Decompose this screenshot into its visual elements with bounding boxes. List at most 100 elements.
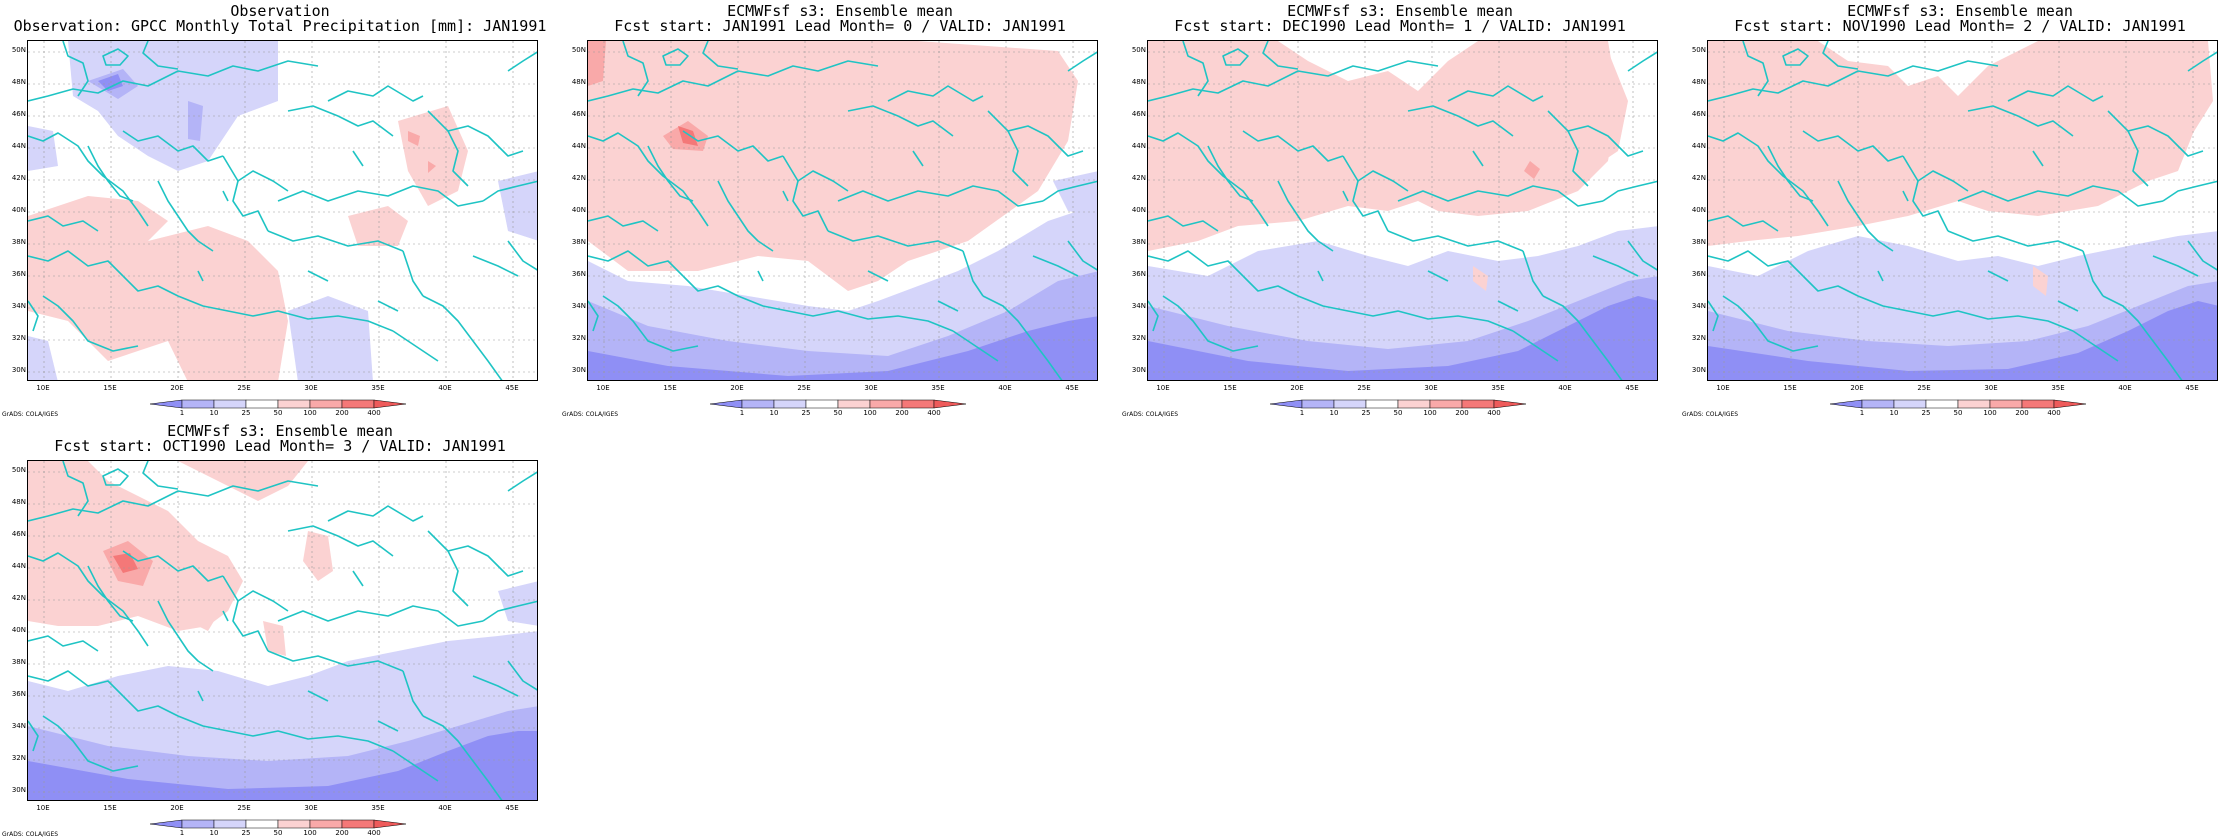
colorbar-swatch	[901, 399, 935, 409]
panel-title: ECMWFsf s3: Ensemble mean	[167, 422, 393, 440]
shaded-region	[98, 74, 123, 91]
panel-title: Observation	[230, 2, 330, 20]
lat-tick-label: 46N	[1131, 110, 1146, 118]
coastlines	[588, 41, 1097, 380]
panel-subtitle: Fcst start: NOV1990 Lead Month= 2 / VALI…	[1734, 17, 2186, 35]
shaded-region	[1708, 41, 2213, 246]
colorbar	[149, 819, 407, 829]
lat-tick-label: 34N	[1131, 302, 1146, 310]
lon-tick-label: 45E	[1065, 384, 1079, 392]
colorbar-level-label: 400	[2047, 409, 2061, 417]
colorbar-level-label: 25	[801, 409, 811, 417]
precip-field	[28, 41, 537, 380]
colorbar-level-label: 100	[1423, 409, 1437, 417]
lat-tick-label: 50N	[571, 46, 586, 54]
lat-tick-label: 36N	[571, 270, 586, 278]
shaded-region	[408, 131, 420, 146]
panel-subtitle: Fcst start: DEC1990 Lead Month= 1 / VALI…	[1174, 17, 1626, 35]
colorbar-level-label: 50	[833, 409, 843, 417]
colorbar-level-label: 10	[1889, 409, 1899, 417]
colorbar-level-label: 1	[179, 409, 185, 417]
colorbar	[1829, 399, 2087, 409]
colorbar-swatch	[309, 399, 343, 409]
lat-tick-label: 48N	[571, 78, 586, 86]
colorbar-swatch	[341, 399, 375, 409]
colorbar-swatch	[341, 819, 375, 829]
colorbar-swatch	[181, 819, 215, 829]
shaded-region	[498, 171, 537, 241]
colorbar-level-label: 200	[335, 829, 349, 837]
lat-tick-label: 34N	[11, 722, 26, 730]
colorbar-swatch	[1957, 399, 1991, 409]
colorbar-level-label: 10	[209, 829, 219, 837]
lat-tick-label: 32N	[571, 334, 586, 342]
colorbar-level-label: 50	[1393, 409, 1403, 417]
lon-tick-label: 15E	[103, 384, 117, 392]
colorbar-level-label: 400	[367, 829, 381, 837]
panel-title: ECMWFsf s3: Ensemble mean	[727, 2, 953, 20]
shaded-region	[1708, 301, 2217, 380]
lon-tick-label: 40E	[998, 384, 1012, 392]
colorbar-high-arrow	[373, 399, 407, 409]
grads-credit: GrADS: COLA/IGES	[2, 411, 59, 418]
shaded-region	[113, 553, 138, 573]
panel-subtitle: Fcst start: JAN1991 Lead Month= 0 / VALI…	[614, 17, 1066, 35]
colorbar-swatch	[245, 399, 279, 409]
lon-tick-label: 20E	[1290, 384, 1304, 392]
precip-field	[28, 461, 537, 800]
colorbar-level-label: 10	[1329, 409, 1339, 417]
shaded-region	[588, 41, 1078, 291]
shaded-region	[348, 206, 408, 246]
colorbar-level-label: 1	[179, 829, 185, 837]
lon-tick-label: 15E	[1223, 384, 1237, 392]
lon-tick-label: 25E	[237, 384, 251, 392]
lat-tick-label: 50N	[1131, 46, 1146, 54]
lon-tick-label: 25E	[237, 804, 251, 812]
lon-tick-label: 40E	[438, 804, 452, 812]
shaded-region	[428, 161, 436, 173]
lon-tick-label: 20E	[170, 804, 184, 812]
colorbar-low-arrow	[149, 399, 183, 409]
panel-title: ECMWFsf s3: Ensemble mean	[1287, 2, 1513, 20]
map-frame	[27, 40, 538, 381]
map-panel-obs: Observation Observation: GPCC Monthly Tot…	[0, 0, 560, 420]
lat-tick-label: 30N	[571, 366, 586, 374]
colorbar-level-label: 200	[2015, 409, 2029, 417]
lat-tick-label: 42N	[1691, 174, 1706, 182]
lon-tick-label: 35E	[931, 384, 945, 392]
lat-tick-label: 34N	[571, 302, 586, 310]
lon-tick-label: 10E	[36, 804, 50, 812]
lat-tick-label: 44N	[1131, 142, 1146, 150]
lon-tick-label: 30E	[1424, 384, 1438, 392]
lat-tick-label: 38N	[11, 238, 26, 246]
panel-subtitle: Observation: GPCC Monthly Total Precipit…	[13, 17, 547, 35]
coastlines	[1708, 41, 2217, 380]
lat-tick-label: 30N	[1131, 366, 1146, 374]
lon-tick-label: 30E	[1984, 384, 1998, 392]
shaded-region	[178, 461, 308, 501]
lat-tick-label: 44N	[11, 562, 26, 570]
colorbar-level-label: 200	[1455, 409, 1469, 417]
lon-tick-label: 15E	[663, 384, 677, 392]
shaded-region	[263, 621, 286, 656]
colorbar-level-label: 400	[927, 409, 941, 417]
colorbar-swatch	[1461, 399, 1495, 409]
lat-tick-label: 30N	[11, 786, 26, 794]
lon-tick-label: 35E	[1491, 384, 1505, 392]
lon-tick-label: 25E	[797, 384, 811, 392]
lon-tick-label: 45E	[2185, 384, 2199, 392]
colorbar-level-label: 50	[273, 409, 283, 417]
lat-tick-label: 42N	[11, 594, 26, 602]
shaded-region	[588, 316, 1097, 380]
colorbar-level-label: 25	[1361, 409, 1371, 417]
lat-tick-label: 36N	[11, 690, 26, 698]
grads-credit: GrADS: COLA/IGES	[562, 411, 619, 418]
colorbar-swatch	[213, 399, 247, 409]
shaded-region	[188, 101, 203, 141]
colorbar-level-label: 25	[241, 409, 251, 417]
colorbar-level-label: 100	[303, 829, 317, 837]
lat-tick-label: 46N	[1691, 110, 1706, 118]
lat-tick-label: 38N	[1131, 238, 1146, 246]
lat-tick-label: 50N	[11, 466, 26, 474]
lon-tick-label: 35E	[371, 384, 385, 392]
